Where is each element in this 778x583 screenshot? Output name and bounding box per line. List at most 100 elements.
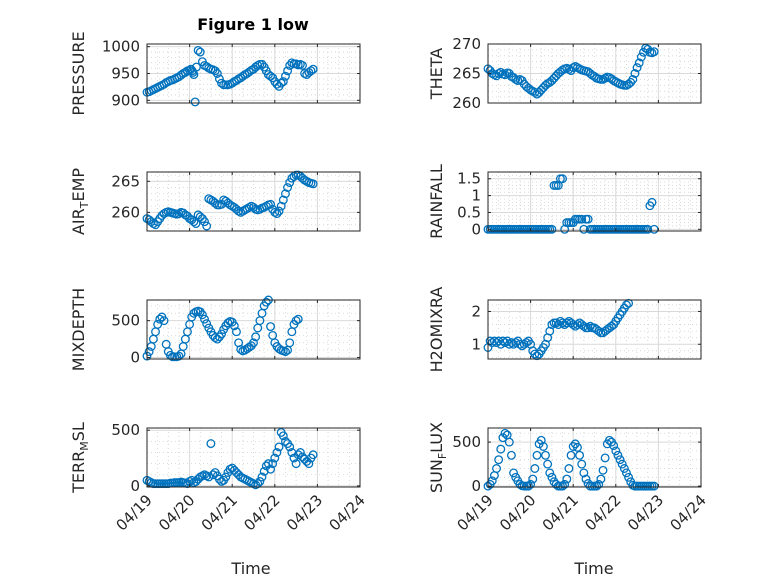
data-point: [289, 171, 299, 181]
data-point: [543, 459, 553, 469]
data-point: [492, 464, 501, 473]
data-point: [308, 450, 318, 460]
data-point: [281, 71, 290, 81]
y-tick-label: 260: [452, 94, 481, 112]
data-point: [624, 472, 634, 482]
data-point: [609, 441, 619, 451]
data-point: [496, 444, 506, 454]
y-axis-label: MIXDEPTH: [69, 288, 88, 371]
data-point: [583, 214, 593, 224]
data-series: [483, 298, 634, 361]
data-point: [506, 338, 516, 348]
data-point: [634, 58, 644, 68]
data-point: [562, 474, 572, 484]
data-point: [270, 207, 280, 217]
data-point: [628, 74, 638, 84]
data-point: [560, 479, 570, 489]
data-point: [598, 465, 608, 475]
data-point: [285, 442, 295, 452]
data-point: [191, 219, 201, 228]
x-tick-label: 04/22: [240, 491, 283, 534]
axes-frame: [487, 171, 702, 232]
data-point: [174, 351, 184, 361]
data-point: [270, 453, 280, 463]
data-point: [214, 74, 224, 84]
y-tick-label: 500: [452, 433, 481, 451]
data-point: [178, 342, 188, 351]
y-axis-label: THETA: [427, 48, 446, 100]
data-point: [236, 207, 246, 217]
data-point: [278, 77, 288, 86]
data-point: [200, 314, 209, 324]
data-point: [187, 475, 197, 485]
data-point: [485, 336, 495, 346]
y-axis-label: RAINFALL: [427, 164, 446, 239]
axes-frame: [487, 427, 702, 488]
data-point: [568, 442, 578, 451]
data-point: [200, 217, 209, 227]
y-axis-label: H2OMIXRA: [427, 287, 446, 373]
x-tick-label: 04/21: [198, 491, 241, 534]
data-point: [238, 206, 248, 216]
data-point: [551, 479, 561, 489]
data-point: [600, 453, 610, 463]
axes-frame: [146, 427, 361, 488]
data-point: [217, 78, 226, 88]
data-point: [261, 297, 271, 307]
x-tick-label: 04/22: [581, 491, 624, 534]
data-point: [306, 66, 316, 76]
data-point: [547, 224, 557, 234]
data-point: [240, 205, 250, 215]
data-point: [515, 479, 525, 489]
data-point: [206, 439, 216, 449]
data-point: [249, 338, 258, 348]
subplot-mixdepth: 0 500 MIXDEPTH: [69, 288, 361, 371]
data-point: [189, 217, 199, 227]
data-series: [483, 428, 659, 491]
data-point: [272, 448, 282, 457]
data-point: [266, 71, 275, 81]
data-point: [596, 474, 606, 484]
y-tick-label: 1: [471, 187, 481, 205]
data-point: [538, 442, 548, 451]
data-point: [202, 319, 212, 329]
y-tick-label: 500: [111, 312, 140, 330]
data-point: [579, 224, 589, 234]
data-point: [225, 200, 235, 210]
data-point: [592, 481, 602, 491]
grid: [146, 172, 361, 232]
data-point: [611, 446, 621, 456]
data-point: [221, 472, 231, 482]
y-tick-label: 2: [471, 302, 481, 320]
data-point: [564, 464, 574, 473]
data-point: [266, 199, 275, 209]
data-point: [577, 214, 587, 224]
data-point: [281, 347, 290, 357]
x-tick-label: 04/23: [283, 491, 326, 534]
subplot-pressure: 900 950 1000 PRESSURE: [69, 31, 361, 116]
x-tick-label: 04/24: [326, 491, 369, 534]
data-point: [524, 481, 533, 491]
axes-frame: [146, 299, 361, 360]
data-point: [263, 459, 273, 469]
data-point: [278, 431, 288, 441]
x-tick-label: 04/19: [113, 491, 156, 534]
data-point: [541, 450, 550, 460]
data-point: [573, 320, 582, 330]
data-point: [159, 316, 169, 326]
data-point: [153, 319, 163, 329]
data-point: [208, 470, 218, 480]
data-point: [155, 314, 165, 324]
data-point: [515, 339, 525, 349]
data-point: [151, 327, 160, 337]
data-point: [545, 468, 555, 478]
data-point: [581, 474, 591, 484]
subplot-rainfall: 00.511.5 RAINFALL: [427, 164, 702, 239]
y-tick-label: 260: [111, 203, 140, 221]
data-point: [579, 468, 589, 478]
data-point: [504, 437, 514, 447]
x-tick-label: 04/23: [624, 491, 667, 534]
y-tick-label: 0: [130, 477, 140, 495]
data-point: [547, 320, 557, 330]
